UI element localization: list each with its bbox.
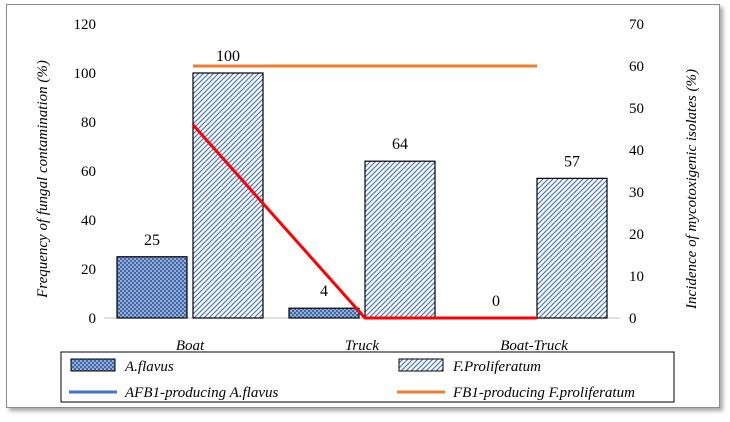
legend-label-fb1-producing-f-proliferatum: FB1-producing F.proliferatum: [452, 385, 635, 401]
legend-swatch-f-proliferatum: [398, 358, 444, 372]
legend-swatch-a-flavus: [70, 358, 116, 372]
legend-label-afb1-producing-a-flavus: AFB1-producing A.flavus: [124, 385, 278, 401]
y2-tick-label: 60: [629, 59, 644, 75]
right-y-axis: 0 10 20 30 40 50 60 70: [629, 17, 644, 327]
y2-axis-title: Incidence of mycotoxigenic isolates (%): [684, 69, 700, 310]
data-label: 57: [564, 153, 580, 170]
y-tick-label: 60: [81, 164, 96, 180]
category-label: Truck: [345, 338, 380, 354]
data-label: 100: [216, 48, 240, 65]
y-tick-label: 0: [89, 311, 97, 327]
y-tick-label: 80: [81, 115, 96, 131]
y2-tick-label: 20: [629, 227, 644, 243]
y2-tick-label: 40: [629, 143, 644, 159]
left-y-axis: 0 20 40 60 80 100 120: [74, 17, 97, 327]
legend-label-a-flavus: A.flavus: [124, 359, 174, 375]
legend-box: [60, 351, 675, 403]
bar-a-flavus: [116, 256, 188, 319]
category-label: Boat: [176, 338, 205, 354]
bar-f-proliferatum: [364, 160, 436, 319]
y2-tick-label: 70: [629, 17, 644, 33]
legend: A.flavus F.Proliferatum AFB1-producing A.f…: [60, 351, 675, 403]
chart-svg: 0 20 40 60 80 100 120 0 10 20 30 40 50 60 70 25 100 4 64…: [35, 17, 700, 403]
data-labels: 25 100 4 64 0 57: [144, 48, 580, 310]
chart-frame: 0 20 40 60 80 100 120 0 10 20 30 40 50 60 70 25 100 4 64…: [6, 4, 720, 408]
bar-a-flavus: [288, 307, 360, 319]
legend-label-f-proliferatum: F.Proliferatum: [452, 359, 541, 375]
bar-series: [116, 72, 608, 319]
y-tick-label: 20: [81, 262, 96, 278]
bar-f-proliferatum: [192, 72, 264, 319]
bar-f-proliferatum: [536, 177, 608, 319]
category-label: Boat-Truck: [500, 338, 568, 354]
y2-tick-label: 0: [629, 311, 637, 327]
y2-tick-label: 10: [629, 269, 644, 285]
y-tick-label: 100: [74, 66, 97, 82]
y-axis-title: Frequency of fungal contamination (%): [35, 60, 51, 299]
y2-tick-label: 50: [629, 101, 644, 117]
line-series: [191, 64, 537, 320]
y-tick-label: 40: [81, 213, 96, 229]
data-label: 64: [392, 136, 408, 153]
data-label: 0: [492, 293, 500, 310]
category-labels: Boat Truck Boat-Truck: [176, 338, 568, 354]
y-tick-label: 120: [74, 17, 97, 33]
line-afb1-producing-a-flavus: [191, 123, 537, 320]
y2-tick-label: 30: [629, 185, 644, 201]
data-label: 25: [144, 232, 160, 249]
data-label: 4: [320, 283, 328, 300]
